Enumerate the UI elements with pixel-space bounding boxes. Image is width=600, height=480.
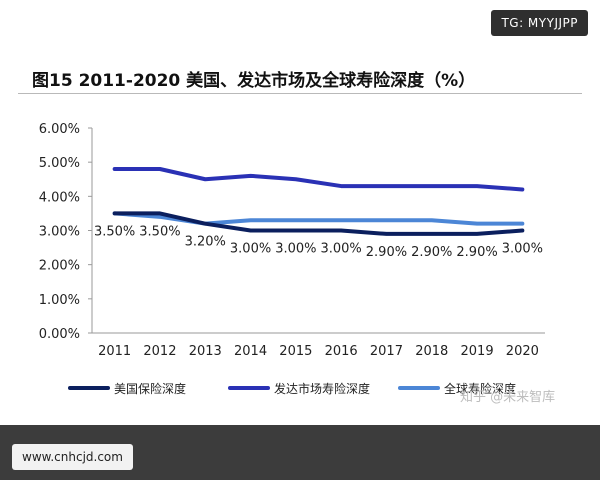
legend-label: 美国保险深度 (114, 381, 186, 396)
y-tick-label: 0.00% (39, 327, 80, 342)
y-tick-label: 3.00% (39, 225, 80, 240)
chart-title: 图15 2011-2020 美国、发达市场及全球寿险深度（%） (32, 71, 476, 91)
y-tick-label: 5.00% (39, 156, 80, 171)
series-line (112, 167, 525, 192)
x-tick-label: 2014 (234, 344, 267, 359)
url-badge: www.cnhcjd.com (12, 444, 133, 470)
series-line (112, 211, 525, 236)
x-tick-label: 2017 (370, 344, 403, 359)
x-tick-label: 2013 (189, 344, 222, 359)
y-tick-label: 4.00% (39, 190, 80, 205)
x-tick-label: 2011 (98, 344, 131, 359)
x-tick-label: 2012 (143, 344, 176, 359)
legend-label: 发达市场寿险深度 (274, 381, 370, 396)
y-tick-label: 2.00% (39, 259, 80, 274)
watermark-text: 知乎 @未来智库 (460, 390, 556, 405)
data-label: 2.90% (411, 245, 452, 260)
title-divider (18, 93, 582, 94)
y-tick-label: 6.00% (39, 122, 80, 137)
x-tick-label: 2015 (279, 344, 312, 359)
line-chart: 0.00% 1.00% 2.00% 3.00% 4.00% 5.00% 6.00% 2011 2… (39, 122, 545, 396)
data-label: 3.00% (230, 242, 271, 257)
x-tick-label: 2016 (325, 344, 358, 359)
tg-badge: TG: MYYJJPP (491, 10, 588, 36)
data-label: 3.50% (139, 224, 180, 239)
data-label: 3.50% (94, 224, 135, 239)
data-label: 3.00% (275, 242, 316, 257)
data-label: 3.00% (320, 242, 361, 257)
x-tick-label: 2020 (506, 344, 539, 359)
x-tick-label: 2018 (415, 344, 448, 359)
data-label: 3.00% (502, 242, 543, 257)
x-tick-label: 2019 (461, 344, 494, 359)
chart-frame: TG: MYYJJPP 图15 2011-2020 美国、发达市场及全球寿险深度… (0, 0, 600, 425)
legend-label: 全球寿险深度 (444, 381, 516, 396)
data-label: 2.90% (456, 245, 497, 260)
data-label: 2.90% (366, 245, 407, 260)
y-tick-label: 1.00% (39, 293, 80, 308)
data-label: 3.20% (185, 235, 226, 250)
